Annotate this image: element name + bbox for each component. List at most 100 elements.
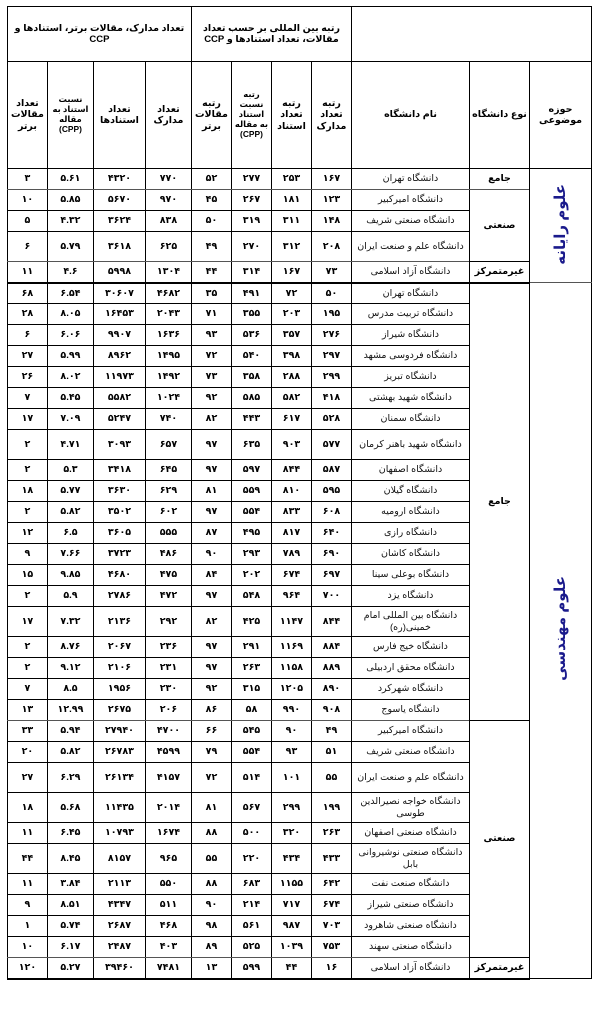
cell-rank-citations: ۳۱۲ [270,231,312,262]
cell-docs: ۲۹۲ [144,606,192,637]
cell-rank-docs: ۶۹۷ [310,564,352,586]
cell-cpp: ۶.۲۹ [46,762,94,793]
cell-rank-citations: ۲۵۳ [270,168,312,190]
cell-rank-docs: ۴۹ [310,720,352,742]
table-row: دانشگاه تبریز ۲۹۹ ۲۸۸ ۳۵۸ ۷۳ ۱۴۹۲ ۱۱۹۷۳ ۸.۰۲ ۲۶ [6,366,591,388]
table-row: دانشگاه سمنان ۵۲۸ ۶۱۷ ۴۴۳ ۸۲ ۷۴۰ ۵۲۴۷ ۷.۰۹ ۱۷ [6,408,591,430]
cell-citations: ۱۹۵۶ [92,678,146,700]
cell-cpp: ۵.۲۷ [46,957,94,980]
cell-docs: ۶۲۹ [144,480,192,502]
cell-rank-citations: ۶۷۴ [270,564,312,586]
cell-top-papers: ۲۷ [6,762,48,793]
cell-rank-top-papers: ۸۷ [190,522,232,544]
cell-rank-top-papers: ۸۱ [190,792,232,823]
cell-rank-top-papers: ۷۲ [190,762,232,793]
cell-docs: ۴۶۸۲ [144,282,192,304]
cell-rank-docs: ۲۹۹ [310,366,352,388]
cell-cpp: ۶.۵۴ [46,282,94,304]
cell-rank-docs: ۸۸۹ [310,657,352,679]
cell-docs: ۲۰۱۴ [144,792,192,823]
col-header-university-type: نوع دانشگاه [469,61,530,169]
cell-rank-cpp: ۲۲۰ [230,843,272,874]
table-row: غیرمتمرکز دانشگاه آزاد اسلامی ۱۶ ۴۴ ۵۹۹ ۱۳ ۷۴۸… [6,957,591,980]
cell-rank-top-papers: ۴۹ [190,231,232,262]
cell-top-papers: ۱۲۰ [6,957,48,980]
university-name-cell: دانشگاه آزاد اسلامی [350,957,471,980]
table-row: دانشگاه گیلان ۵۹۵ ۸۱۰ ۵۵۹ ۸۱ ۶۲۹ ۳۶۳۰ ۵.۷۷ ۱۸ [6,480,591,502]
cell-top-papers: ۶ [6,324,48,346]
university-name-cell: دانشگاه رازی [350,522,471,544]
cell-rank-docs: ۷۰۳ [310,915,352,937]
cell-citations: ۳۶۱۸ [92,231,146,262]
header-column-row: حوزه موضوعی نوع دانشگاه نام دانشگاه رتبه… [6,61,592,169]
university-name-cell: دانشگاه شیراز [350,324,471,346]
cell-rank-top-papers: ۷۱ [190,303,232,325]
cell-top-papers: ۱۸ [6,792,48,823]
col-header-cpp: نسبت استناد به مقاله (CPP) [46,61,94,169]
cell-rank-cpp: ۲۷۰ [230,231,272,262]
university-name-cell: دانشگاه صنعتی شیراز [350,894,471,916]
cell-top-papers: ۵ [6,210,48,232]
cell-docs: ۴۷۰۰ [144,720,192,742]
cell-rank-citations: ۹۹۰ [270,699,312,721]
cell-citations: ۳۰۶۰۷ [92,282,146,304]
university-ranking-table: رتبه بین المللی بر حسب تعداد مقالات، تعد… [6,6,593,980]
table-row: دانشگاه صنعتی سهند ۷۵۳ ۱۰۳۹ ۵۲۵ ۸۹ ۴۰۳ ۲۴۸۷ ۶.۱… [6,936,591,958]
cell-rank-citations: ۷۲ [270,282,312,304]
cell-rank-citations: ۴۳۴ [270,843,312,874]
cell-top-papers: ۱۸ [6,480,48,502]
university-name-cell: دانشگاه امیرکبیر [350,189,471,211]
cell-citations: ۲۶۷۸۳ [92,741,146,763]
cell-top-papers: ۲ [6,636,48,658]
cell-rank-docs: ۷۳ [310,261,352,284]
cell-rank-docs: ۶۷۴ [310,894,352,916]
university-type-cell: جامع [469,168,530,190]
table-row: دانشگاه صنعتی شاهرود ۷۰۳ ۹۸۷ ۵۶۱ ۹۸ ۴۶۸ ۲۶۸۷ ۵.… [6,915,591,937]
university-name-cell: دانشگاه تهران [350,168,471,190]
cell-rank-citations: ۳۲۰ [270,822,312,844]
cell-top-papers: ۱۳ [6,699,48,721]
university-type-cell: صنعتی [469,189,530,262]
cell-rank-top-papers: ۵۰ [190,210,232,232]
cell-top-papers: ۱۷ [6,606,48,637]
cell-rank-docs: ۶۴۰ [310,522,352,544]
cell-citations: ۳۶۲۴ [92,210,146,232]
cell-citations: ۲۱۰۶ [92,657,146,679]
cell-rank-citations: ۱۰۳۹ [270,936,312,958]
cell-rank-cpp: ۵۵۴ [230,501,272,523]
university-type-cell: غیرمتمرکز [469,261,530,284]
col-header-citations: تعداد استنادها [92,61,146,169]
university-name-cell: دانشگاه امیرکبیر [350,720,471,742]
subject-area-label: علوم مهندسی [551,576,569,682]
cell-top-papers: ۷ [6,678,48,700]
cell-citations: ۱۱۹۷۳ [92,366,146,388]
cell-cpp: ۵.۸۲ [46,741,94,763]
university-name-cell: دانشگاه فردوسی مشهد [350,345,471,367]
cell-rank-docs: ۶۰۸ [310,501,352,523]
cell-rank-cpp: ۵۸۵ [230,387,272,409]
cell-rank-docs: ۱۹۹ [310,792,352,823]
cell-rank-cpp: ۴۹۵ [230,522,272,544]
cell-rank-top-papers: ۸۱ [190,480,232,502]
cell-cpp: ۵.۷۴ [46,915,94,937]
cell-rank-docs: ۸۹۰ [310,678,352,700]
cell-top-papers: ۲۷ [6,345,48,367]
cell-rank-docs: ۹۰۸ [310,699,352,721]
cell-docs: ۱۴۹۲ [144,366,192,388]
cell-rank-docs: ۸۸۴ [310,636,352,658]
table-row: دانشگاه صنعت نفت ۶۴۲ ۱۱۵۵ ۶۸۳ ۸۸ ۵۵۰ ۲۱۱۳ ۳.۸۴ ۱… [6,873,591,895]
cell-citations: ۲۶۷۵ [92,699,146,721]
table-row: دانشگاه تربیت مدرس ۱۹۵ ۲۰۳ ۳۵۵ ۷۱ ۲۰۴۳ ۱۶۴۵۳ ۸.… [6,303,591,325]
cell-rank-docs: ۱۴۸ [310,210,352,232]
table-row: دانشگاه ارومیه ۶۰۸ ۸۳۳ ۵۵۴ ۹۷ ۶۰۲ ۳۵۰۲ ۵.۸۲ ۲ [6,501,591,523]
cell-docs: ۵۵۰ [144,873,192,895]
cell-top-papers: ۲ [6,657,48,679]
cell-rank-top-papers: ۸۲ [190,606,232,637]
table-row: دانشگاه بوعلی سینا ۶۹۷ ۶۷۴ ۲۰۲ ۸۴ ۴۷۵ ۴۶۸۰ ۹.۸۵… [6,564,591,586]
col-header-docs: تعداد مدارک [144,61,192,169]
cell-docs: ۴۷۵ [144,564,192,586]
cell-cpp: ۴.۳۲ [46,210,94,232]
cell-docs: ۷۷۰ [144,168,192,190]
cell-citations: ۵۹۹۸ [92,261,146,284]
